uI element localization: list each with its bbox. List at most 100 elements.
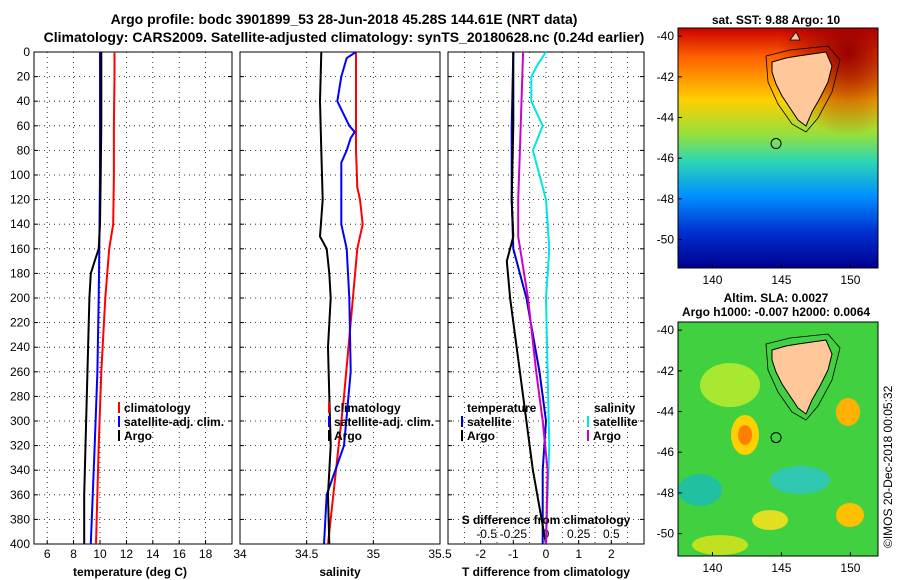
sst-map-frame [677, 27, 879, 269]
y-tick-label: 220 [10, 316, 30, 330]
map-x-tick-label: 145 [771, 273, 791, 287]
x-tick-label: 14 [146, 547, 160, 561]
x-tick-label: -2 [475, 547, 486, 561]
map-y-tick-label: -50 [657, 527, 675, 541]
legend-label-argo: Argo [334, 429, 362, 443]
difference-xlabel: T difference from climatology [462, 565, 630, 579]
map-y-tick-label: -42 [657, 70, 675, 84]
sla-map-title-line-2: Argo h1000: -0.007 h2000: 0.0064 [682, 305, 870, 319]
sla-anomaly-blob [738, 425, 752, 445]
legend-label-s-argo: Argo [593, 429, 621, 443]
sla-anomaly-blob [836, 503, 864, 527]
tasmania-land [771, 339, 833, 415]
sst-argo-location-marker [770, 138, 782, 150]
legend-label-satellite-adj: satellite-adj. clim. [334, 415, 434, 429]
series-line-climatology [327, 52, 364, 545]
y-tick-label: 160 [10, 242, 30, 256]
sst-map-title: sat. SST: 9.88 Argo: 10 [712, 13, 841, 27]
y-tick-label: 260 [10, 365, 30, 379]
temperature-xlabel: temperature (deg C) [73, 565, 187, 579]
map-y-tick-label: -48 [657, 192, 675, 206]
sla-anomaly-blob [678, 474, 722, 506]
y-tick-label: 20 [17, 70, 31, 84]
legend-label-t-satellite: satellite [467, 415, 512, 429]
y-tick-label: 280 [10, 389, 30, 403]
legend-label-s-satellite: satellite [593, 415, 638, 429]
s-diff-tick-label: -0.25 [500, 527, 528, 541]
x-tick-label: -1 [508, 547, 519, 561]
legend-label-argo: Argo [124, 429, 152, 443]
s-diff-tick-label: -0.5 [476, 527, 497, 541]
x-tick-label: 34.5 [295, 547, 319, 561]
y-tick-label: 140 [10, 217, 30, 231]
y-tick-label: 360 [10, 488, 30, 502]
map-x-tick-label: 150 [840, 561, 860, 575]
x-tick-label: 8 [70, 547, 77, 561]
y-tick-label: 400 [10, 537, 30, 551]
map-y-tick-label: -46 [657, 445, 675, 459]
sla-anomaly-blob [770, 466, 830, 494]
series-line-climatology [95, 52, 116, 545]
x-tick-label: 18 [199, 547, 213, 561]
axes-frame [33, 51, 233, 545]
sla-map-frame [677, 321, 879, 557]
y-tick-label: 240 [10, 340, 30, 354]
y-tick-label: 80 [17, 143, 31, 157]
series-line-s-satellite [530, 51, 551, 545]
series-line-t-satellite [510, 51, 547, 544]
y-tick-label: 340 [10, 463, 30, 477]
sla-anomaly-blob [700, 363, 760, 407]
sla-map: Altim. SLA: 0.0027 Argo h1000: -0.007 h2… [657, 291, 879, 575]
x-tick-label: 10 [93, 547, 107, 561]
y-tick-label: 60 [17, 119, 31, 133]
sst-island [789, 31, 801, 41]
sst-map: sat. SST: 9.88 Argo: 10 140 145 150 -40 -42 -… [657, 13, 879, 287]
credit-text: ©IMOS 20-Dec-2018 00:05:32 [881, 385, 895, 548]
tasmania-land [771, 51, 833, 127]
map-y-tick-label: -40 [657, 29, 675, 43]
map-x-tick-label: 140 [702, 561, 722, 575]
x-tick-label: 35 [367, 547, 381, 561]
sst-map-axes: 140 145 150 -40 -42 -44 -46 -48 -50 [657, 29, 861, 287]
legend-label-satellite-adj: satellite-adj. clim. [124, 415, 224, 429]
series-line-s-argo [517, 51, 549, 545]
y-tick-label: 100 [10, 168, 30, 182]
legend-label-climatology: climatology [124, 401, 191, 415]
difference-legend-temperature: temperature satellite Argo [461, 401, 537, 443]
y-tick-label: 200 [10, 291, 30, 305]
map-y-tick-label: -46 [657, 151, 675, 165]
legend-title-salinity: salinity [594, 401, 636, 415]
s-diff-tick-label: 0.25 [567, 527, 591, 541]
sla-anomaly-blob [836, 398, 860, 426]
y-tick-label: 380 [10, 512, 30, 526]
difference-legend-salinity: salinity satellite Argo [587, 401, 638, 443]
difference-panel: -2 -1 0 1 2-0.5 -0.25 0 0.25 0.5 [447, 51, 645, 561]
sla-argo-location-marker [770, 432, 782, 444]
y-tick-label: 300 [10, 414, 30, 428]
x-tick-label: 12 [120, 547, 134, 561]
sla-map-title-line-1: Altim. SLA: 0.0027 [724, 291, 829, 305]
s-diff-tick-label: 0.5 [603, 527, 620, 541]
legend-title-temperature: temperature [467, 401, 537, 415]
sla-map-axes: 140 145 150 -40 -42 -44 -46 -48 -50 [657, 323, 861, 575]
x-tick-label: 1 [575, 547, 582, 561]
map-x-tick-label: 145 [771, 561, 791, 575]
legend-label-t-argo: Argo [467, 429, 495, 443]
x-tick-label: 2 [608, 547, 615, 561]
series-line-argo [319, 51, 332, 545]
title-line-1: Argo profile: bodc 3901899_53 28-Jun-201… [111, 11, 578, 27]
y-tick-label: 120 [10, 193, 30, 207]
map-y-tick-label: -44 [657, 110, 675, 124]
salinity-difference-xlabel: S difference from climatology [462, 513, 631, 527]
map-y-tick-label: -50 [657, 233, 675, 247]
y-tick-label: 40 [17, 94, 31, 108]
x-tick-label: 35.5 [428, 547, 452, 561]
series-line-t-argo [505, 52, 547, 545]
x-tick-label: 34 [233, 547, 247, 561]
series-line-satellite-adj-clim- [323, 51, 357, 545]
sst-shelf-contour [765, 45, 841, 133]
x-tick-label: 16 [173, 547, 187, 561]
x-tick-label: 6 [44, 547, 51, 561]
y-tick-label: 320 [10, 439, 30, 453]
